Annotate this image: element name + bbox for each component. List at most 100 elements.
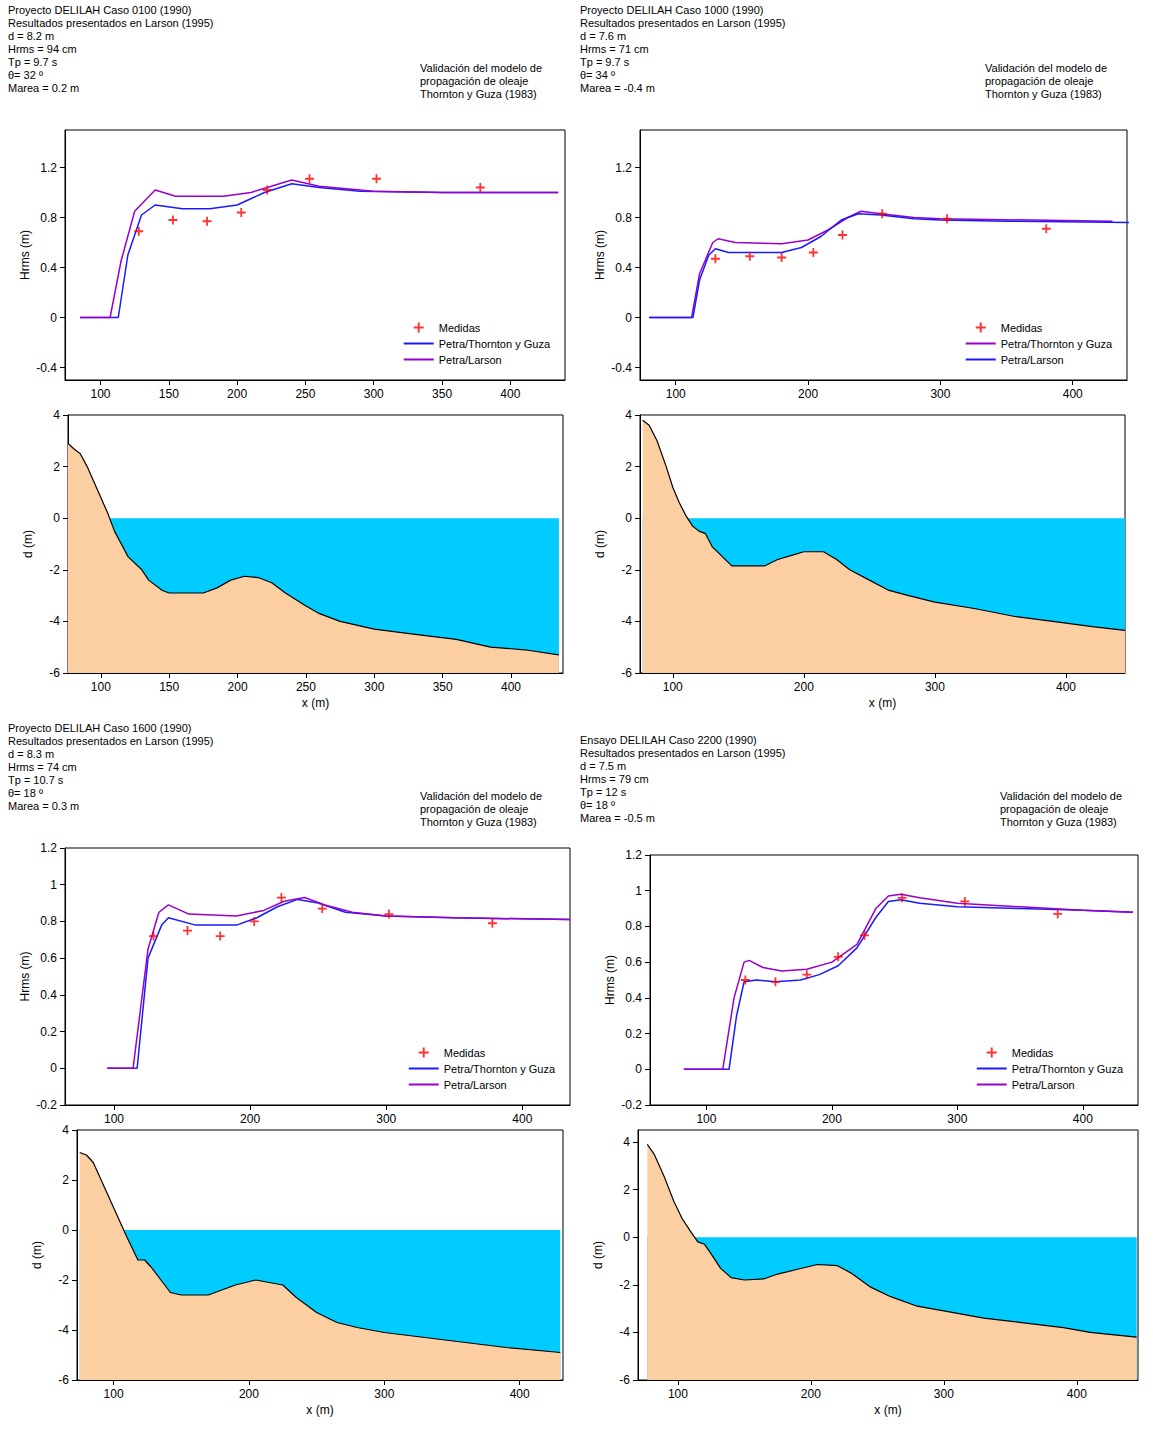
svg-text:propagación de oleaje: propagación de oleaje xyxy=(1000,803,1108,815)
svg-text:0.6: 0.6 xyxy=(40,951,57,965)
svg-text:Marea = -0.4 m: Marea = -0.4 m xyxy=(580,82,655,94)
svg-text:0.8: 0.8 xyxy=(40,211,57,225)
svg-text:propagación de oleaje: propagación de oleaje xyxy=(985,75,1093,87)
svg-text:propagación de oleaje: propagación de oleaje xyxy=(420,75,528,87)
svg-text:x (m): x (m) xyxy=(306,1403,333,1417)
svg-text:0: 0 xyxy=(625,311,632,325)
svg-text:300: 300 xyxy=(374,1387,394,1401)
svg-text:Validación del modelo de: Validación del modelo de xyxy=(420,790,542,802)
svg-text:Petra/Larson: Petra/Larson xyxy=(439,354,502,366)
svg-text:Thornton y Guza (1983): Thornton y Guza (1983) xyxy=(985,88,1102,100)
svg-text:d (m): d (m) xyxy=(21,530,35,558)
svg-text:4: 4 xyxy=(625,408,632,422)
svg-text:Petra/Larson: Petra/Larson xyxy=(1001,354,1064,366)
svg-text:Thornton y Guza (1983): Thornton y Guza (1983) xyxy=(420,88,537,100)
svg-text:4: 4 xyxy=(53,408,60,422)
svg-text:Thornton y Guza (1983): Thornton y Guza (1983) xyxy=(420,816,537,828)
svg-text:Resultados presentados en Lars: Resultados presentados en Larson (1995) xyxy=(8,17,213,29)
svg-text:0.8: 0.8 xyxy=(40,914,57,928)
svg-text:200: 200 xyxy=(794,680,814,694)
svg-text:Tp = 10.7 s: Tp = 10.7 s xyxy=(8,774,64,786)
svg-text:Medidas: Medidas xyxy=(444,1047,486,1059)
svg-text:Medidas: Medidas xyxy=(1012,1047,1054,1059)
svg-text:Hrms (m): Hrms (m) xyxy=(603,955,617,1005)
svg-text:Medidas: Medidas xyxy=(439,322,481,334)
svg-text:1.2: 1.2 xyxy=(615,161,632,175)
svg-text:100: 100 xyxy=(668,1387,688,1401)
svg-text:d = 7.6 m: d = 7.6 m xyxy=(580,30,626,42)
svg-text:100: 100 xyxy=(104,1112,124,1126)
svg-text:300: 300 xyxy=(364,680,384,694)
svg-text:Hrms (m): Hrms (m) xyxy=(18,230,32,280)
svg-text:300: 300 xyxy=(376,1112,396,1126)
svg-text:-4: -4 xyxy=(621,614,632,628)
svg-text:Hrms = 94 cm: Hrms = 94 cm xyxy=(8,43,77,55)
svg-text:Hrms (m): Hrms (m) xyxy=(18,952,32,1002)
svg-text:Tp = 9.7 s: Tp = 9.7 s xyxy=(8,56,58,68)
svg-text:2: 2 xyxy=(623,1183,630,1197)
svg-text:Petra/Thornton y Guza: Petra/Thornton y Guza xyxy=(439,338,551,350)
svg-text:θ= 18 º: θ= 18 º xyxy=(580,799,615,811)
svg-text:100: 100 xyxy=(104,1387,124,1401)
svg-text:-6: -6 xyxy=(621,666,632,680)
svg-text:0: 0 xyxy=(625,511,632,525)
svg-text:200: 200 xyxy=(228,680,248,694)
svg-text:100: 100 xyxy=(91,387,111,401)
svg-text:0.6: 0.6 xyxy=(625,955,642,969)
svg-text:300: 300 xyxy=(934,1387,954,1401)
svg-text:-4: -4 xyxy=(619,1325,630,1339)
svg-text:Petra/Thornton y Guza: Petra/Thornton y Guza xyxy=(1012,1063,1124,1075)
svg-text:Hrms (m): Hrms (m) xyxy=(593,230,607,280)
svg-text:100: 100 xyxy=(666,387,686,401)
svg-text:Hrms = 79 cm: Hrms = 79 cm xyxy=(580,773,649,785)
svg-text:d = 7.5 m: d = 7.5 m xyxy=(580,760,626,772)
svg-text:θ= 32 º: θ= 32 º xyxy=(8,69,43,81)
svg-text:1: 1 xyxy=(50,878,57,892)
svg-text:0: 0 xyxy=(623,1230,630,1244)
svg-text:-0.2: -0.2 xyxy=(36,1098,57,1112)
svg-text:-2: -2 xyxy=(619,1278,630,1292)
svg-text:400: 400 xyxy=(512,1112,532,1126)
svg-text:400: 400 xyxy=(1063,387,1083,401)
svg-text:100: 100 xyxy=(663,680,683,694)
svg-text:400: 400 xyxy=(1056,680,1076,694)
svg-text:-4: -4 xyxy=(58,1323,69,1337)
svg-text:0.8: 0.8 xyxy=(615,211,632,225)
svg-text:0.2: 0.2 xyxy=(40,1025,57,1039)
svg-text:Marea = -0.5 m: Marea = -0.5 m xyxy=(580,812,655,824)
svg-text:0: 0 xyxy=(53,511,60,525)
svg-text:0.8: 0.8 xyxy=(625,919,642,933)
svg-text:Proyecto DELILAH Caso 0100 (19: Proyecto DELILAH Caso 0100 (1990) xyxy=(8,4,191,16)
svg-text:150: 150 xyxy=(159,387,179,401)
svg-text:400: 400 xyxy=(1073,1112,1093,1126)
svg-text:Petra/Thornton y Guza: Petra/Thornton y Guza xyxy=(1001,338,1113,350)
svg-text:Petra/Thornton y Guza: Petra/Thornton y Guza xyxy=(444,1063,556,1075)
svg-text:-4: -4 xyxy=(49,614,60,628)
svg-text:350: 350 xyxy=(433,680,453,694)
svg-text:-0.4: -0.4 xyxy=(36,361,57,375)
svg-text:1: 1 xyxy=(635,884,642,898)
svg-text:d = 8.2 m: d = 8.2 m xyxy=(8,30,54,42)
svg-text:0.2: 0.2 xyxy=(625,1027,642,1041)
svg-text:-2: -2 xyxy=(49,563,60,577)
svg-text:Ensayo DELILAH Caso 2200 (1990: Ensayo DELILAH Caso 2200 (1990) xyxy=(580,734,757,746)
svg-text:250: 250 xyxy=(296,680,316,694)
svg-text:Resultados presentados en Lars: Resultados presentados en Larson (1995) xyxy=(8,735,213,747)
svg-text:200: 200 xyxy=(227,387,247,401)
svg-text:300: 300 xyxy=(947,1112,967,1126)
svg-text:d (m): d (m) xyxy=(30,1241,44,1269)
svg-text:300: 300 xyxy=(925,680,945,694)
svg-text:2: 2 xyxy=(62,1173,69,1187)
svg-text:Tp = 12 s: Tp = 12 s xyxy=(580,786,627,798)
svg-text:-0.4: -0.4 xyxy=(611,361,632,375)
svg-text:150: 150 xyxy=(159,680,179,694)
svg-text:0.4: 0.4 xyxy=(40,261,57,275)
svg-text:0: 0 xyxy=(50,311,57,325)
svg-text:0: 0 xyxy=(635,1062,642,1076)
svg-text:300: 300 xyxy=(930,387,950,401)
svg-text:Thornton y Guza (1983): Thornton y Guza (1983) xyxy=(1000,816,1117,828)
svg-text:Validación del modelo de: Validación del modelo de xyxy=(1000,790,1122,802)
svg-text:2: 2 xyxy=(53,460,60,474)
svg-text:4: 4 xyxy=(623,1135,630,1149)
svg-text:Hrms = 71 cm: Hrms = 71 cm xyxy=(580,43,649,55)
